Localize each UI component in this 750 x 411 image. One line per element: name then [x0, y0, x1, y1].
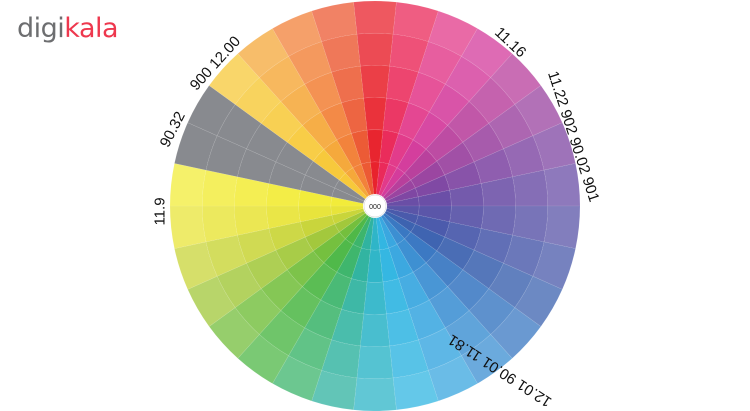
color-swatch [461, 334, 513, 384]
color-swatch [408, 71, 446, 113]
color-swatch [174, 122, 218, 171]
color-swatch [473, 228, 513, 264]
color-swatch [237, 334, 289, 384]
color-swatch [392, 1, 439, 43]
color-swatch [345, 214, 370, 245]
color-swatch [359, 65, 391, 99]
color-swatch [363, 281, 387, 315]
color-swatch [490, 53, 542, 105]
color-swatch [359, 313, 391, 347]
color-swatch [351, 247, 371, 283]
color-swatch [208, 307, 260, 359]
color-swatch [385, 208, 419, 225]
color-swatch [353, 377, 397, 411]
color-swatch [363, 97, 387, 131]
color-swatch [187, 275, 236, 327]
color-swatch [468, 288, 516, 335]
color-swatch [379, 129, 399, 165]
color-swatch [353, 0, 397, 35]
color-swatch [380, 167, 405, 198]
color-swatch [514, 275, 563, 327]
color-swatch [201, 205, 238, 243]
color-swatch [532, 241, 576, 290]
color-swatch [378, 163, 398, 197]
center-label: 000 [369, 204, 381, 211]
label-left: 11.9 [151, 197, 169, 226]
color-swatch [389, 33, 429, 73]
color-swatch [311, 369, 358, 411]
color-swatch [379, 247, 399, 283]
color-swatch [321, 33, 361, 73]
center-hole [363, 194, 387, 218]
color-swatch [174, 241, 218, 290]
color-swatch [386, 65, 419, 104]
digikala-logo: digikala [17, 13, 119, 44]
color-swatch [386, 308, 419, 347]
color-swatch [331, 187, 365, 204]
color-swatch [237, 148, 277, 184]
color-swatch [266, 183, 301, 207]
color-swatch [169, 205, 207, 249]
color-swatch [169, 163, 207, 207]
color-swatch [356, 32, 394, 67]
color-swatch [428, 355, 478, 402]
color-swatch [356, 345, 394, 380]
color-swatch [512, 169, 549, 207]
color-swatch [449, 205, 484, 229]
color-swatch [237, 28, 289, 78]
color-swatch [543, 205, 581, 249]
color-swatch [321, 339, 361, 379]
color-swatch [351, 129, 371, 165]
color-swatch [461, 28, 513, 78]
color-swatch [490, 307, 542, 359]
color-swatch [208, 53, 260, 105]
color-swatch [352, 215, 372, 249]
color-swatch [532, 122, 576, 171]
color-swatch [341, 97, 368, 134]
color-swatch [311, 1, 358, 43]
